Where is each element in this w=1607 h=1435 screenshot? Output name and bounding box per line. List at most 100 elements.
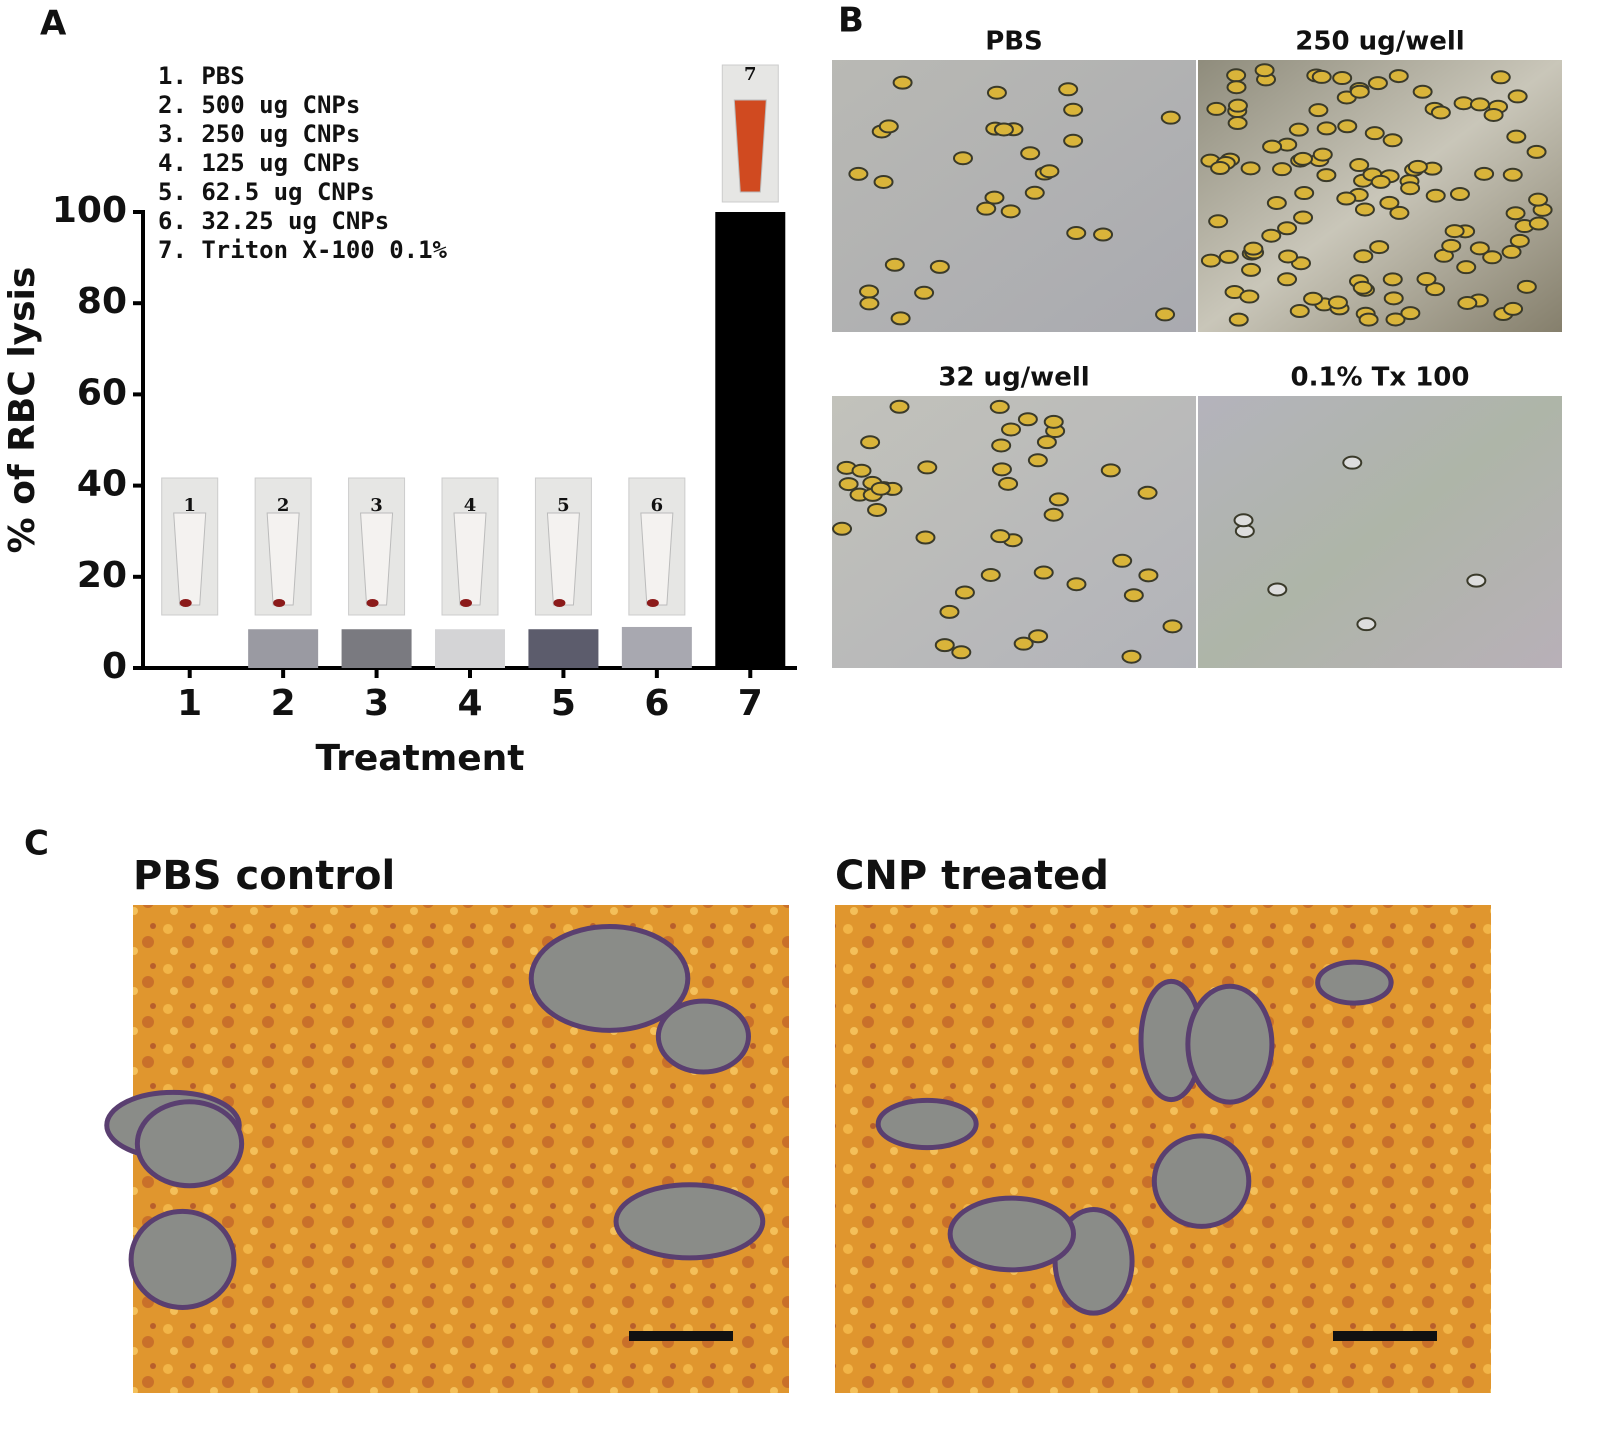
- image-title: CNP treated: [835, 853, 1109, 899]
- cell: [1137, 485, 1158, 500]
- legend-item: 5. 62.5 ug CNPs: [158, 178, 375, 206]
- cell: [1239, 289, 1260, 304]
- cell: [991, 438, 1012, 453]
- cell: [1412, 84, 1433, 99]
- cell: [1254, 63, 1275, 78]
- airspace: [655, 998, 751, 1075]
- airspace: [1185, 983, 1275, 1105]
- cell: [1160, 110, 1181, 125]
- cell: [867, 502, 888, 517]
- cell: [1208, 214, 1229, 229]
- cell: [989, 399, 1010, 414]
- cell: [1200, 253, 1221, 268]
- x-tick-label: 3: [364, 683, 389, 724]
- cell: [1316, 168, 1337, 183]
- cell: [1367, 76, 1388, 91]
- cell: [1425, 188, 1446, 203]
- panel-label: C: [24, 824, 49, 864]
- cell: [1027, 453, 1048, 468]
- pellet: [273, 599, 286, 607]
- tube: [640, 512, 674, 606]
- cell: [929, 259, 950, 274]
- y-axis-label: % of RBC lysis: [2, 267, 43, 554]
- airspace: [875, 1097, 979, 1151]
- panel-c: C PBS control CNP treated: [24, 824, 1491, 1393]
- cell: [1503, 301, 1524, 316]
- cell: [1353, 249, 1374, 264]
- cell: [990, 529, 1011, 544]
- cell: [1033, 565, 1054, 580]
- tube-label: 4: [464, 495, 477, 516]
- cell: [915, 530, 936, 545]
- cell: [1289, 304, 1310, 319]
- cell: [1466, 573, 1487, 588]
- cell: [1389, 205, 1410, 220]
- cell: [1162, 619, 1183, 634]
- micrograph: [832, 60, 1196, 332]
- cell: [1240, 161, 1261, 176]
- cell: [1507, 89, 1528, 104]
- legend-item: 2. 500 ug CNPs: [158, 91, 360, 119]
- cell: [1526, 144, 1547, 159]
- cell: [1400, 181, 1421, 196]
- cell: [870, 481, 891, 496]
- cell: [1506, 129, 1527, 144]
- micrograph: [1198, 396, 1562, 668]
- image-title: PBS control: [133, 853, 395, 899]
- cell: [1121, 649, 1142, 664]
- cell: [1267, 582, 1288, 597]
- cell: [1501, 244, 1522, 259]
- cell: [1388, 69, 1409, 84]
- cell: [1349, 84, 1370, 99]
- image-title: 32 ug/well: [938, 363, 1089, 393]
- x-tick-label: 5: [551, 683, 576, 724]
- cell: [848, 166, 869, 181]
- cell: [1226, 80, 1247, 95]
- cell: [1266, 195, 1287, 210]
- cell: [1020, 146, 1041, 161]
- cell: [998, 476, 1019, 491]
- cell: [878, 119, 899, 134]
- y-tick-label: 0: [102, 646, 127, 687]
- cell: [884, 257, 905, 272]
- cell: [1509, 233, 1530, 248]
- airspace: [947, 1195, 1076, 1273]
- cell: [1483, 107, 1504, 122]
- tube-label: 3: [370, 495, 383, 516]
- cell: [1218, 249, 1239, 264]
- cell: [1288, 122, 1309, 137]
- cell: [1502, 167, 1523, 182]
- cell: [1210, 161, 1231, 176]
- cell: [1336, 191, 1357, 206]
- panel-b: B PBS 250 ug/well 32 ug/well 0.1% Tx 100: [832, 1, 1562, 668]
- legend-item: 1. PBS: [158, 62, 245, 90]
- cell: [1001, 422, 1022, 437]
- cell: [1379, 195, 1400, 210]
- cell: [889, 399, 910, 414]
- cell: [1400, 306, 1421, 321]
- x-tick-label: 1: [177, 683, 202, 724]
- cell: [1364, 126, 1385, 141]
- cell: [934, 638, 955, 653]
- cell: [873, 174, 894, 189]
- cell: [1332, 71, 1353, 86]
- cell: [951, 645, 972, 660]
- cell: [1277, 221, 1298, 236]
- cell: [1063, 133, 1084, 148]
- cell: [1043, 414, 1064, 429]
- cell: [1241, 262, 1262, 277]
- cell: [838, 477, 859, 492]
- cell: [1369, 240, 1390, 255]
- legend-item: 6. 32.25 ug CNPs: [158, 207, 389, 235]
- cell: [1036, 435, 1057, 450]
- bar: [621, 626, 692, 668]
- cell: [917, 460, 938, 475]
- tube: [453, 512, 487, 606]
- cell: [1311, 69, 1332, 84]
- tube: [266, 512, 300, 606]
- cell: [1528, 216, 1549, 231]
- cell: [1349, 158, 1370, 173]
- cell: [1482, 250, 1503, 265]
